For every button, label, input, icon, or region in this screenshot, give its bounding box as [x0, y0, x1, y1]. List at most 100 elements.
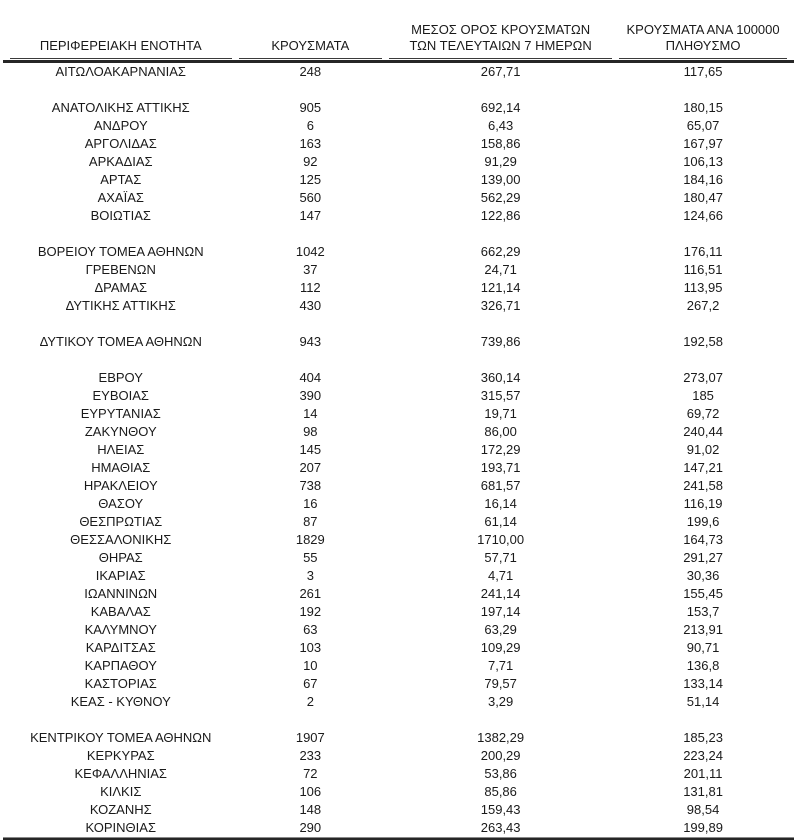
avg-7day-cell: 85,86	[484, 784, 517, 799]
cases-cell: 6	[306, 118, 314, 133]
per-100k-cell: 213,91	[683, 622, 723, 637]
avg-7day-cell: 267,71	[480, 64, 521, 79]
table-row: ΗΜΑΘΙΑΣ 207 193,71 147,21	[10, 459, 787, 477]
avg-7day-cell: 24,71	[484, 262, 517, 277]
table-row: ΚΟΡΙΝΘΙΑΣ 290 263,43 199,89	[10, 819, 787, 837]
per-100k-cell: 131,81	[683, 784, 723, 799]
per-100k-cell: 124,66	[683, 208, 723, 223]
cases-cell: 63	[303, 622, 318, 637]
cases-cell: 207	[299, 460, 322, 475]
cases-cell: 72	[303, 766, 318, 781]
per-100k-cell: 147,21	[683, 460, 723, 475]
avg-7day-cell: 53,86	[484, 766, 517, 781]
region-cell: ΔΡΑΜΑΣ	[94, 280, 148, 295]
avg-7day-cell: 121,14	[480, 280, 521, 295]
table-row: ΑΡΤΑΣ 125 139,00 184,16	[10, 171, 787, 189]
table-row-spacer	[10, 711, 787, 729]
table-row: ΑΧΑΪΑΣ 560 562,29 180,47	[10, 189, 787, 207]
spacer-cell	[10, 225, 787, 243]
region-cell: ΖΑΚΥΝΘΟΥ	[84, 424, 157, 439]
avg-7day-cell: 61,14	[484, 514, 517, 529]
per-100k-cell: 117,65	[683, 64, 723, 79]
cases-cell: 14	[303, 406, 318, 421]
region-cell: ΚΑΛΥΜΝΟΥ	[84, 622, 157, 637]
per-100k-cell: 153,7	[686, 604, 720, 619]
col-header-avg-7day: ΜΕΣΟΣ ΟΡΟΣ ΚΡΟΥΣΜΑΤΩΝ ΤΩΝ ΤΕΛΕΥΤΑΙΩΝ 7 Η…	[389, 0, 613, 59]
cases-cell: 192	[299, 604, 322, 619]
table-row: ΘΗΡΑΣ 55 57,71 291,27	[10, 549, 787, 567]
cases-cell: 560	[299, 190, 322, 205]
table-row: ΚΑΛΥΜΝΟΥ 63 63,29 213,91	[10, 621, 787, 639]
region-cell: ΒΟΙΩΤΙΑΣ	[90, 208, 151, 223]
region-cell: ΘΑΣΟΥ	[98, 496, 144, 511]
table-row: ΕΥΒΟΙΑΣ 390 315,57 185	[10, 387, 787, 405]
region-cell: ΔΥΤΙΚΗΣ ΑΤΤΙΚΗΣ	[65, 298, 176, 313]
cases-cell: 148	[299, 802, 322, 817]
avg-7day-cell: 241,14	[480, 586, 521, 601]
table-row: ΚΕΦΑΛΛΗΝΙΑΣ 72 53,86 201,11	[10, 765, 787, 783]
avg-7day-cell: 263,43	[480, 820, 521, 835]
per-100k-cell: 90,71	[686, 640, 720, 655]
avg-7day-cell: 200,29	[480, 748, 521, 763]
per-100k-cell: 113,95	[683, 280, 723, 295]
avg-7day-cell: 4,71	[487, 568, 514, 583]
region-cell: ΑΡΓΟΛΙΔΑΣ	[84, 136, 157, 151]
avg-7day-cell: 19,71	[484, 406, 517, 421]
per-100k-cell: 65,07	[686, 118, 720, 133]
cases-cell: 2	[306, 694, 314, 709]
per-100k-cell: 267,2	[686, 298, 720, 313]
table-row: ΚΕΑΣ - ΚΥΘΝΟΥ 2 3,29 51,14	[10, 693, 787, 711]
region-cell: ΚΕΑΣ - ΚΥΘΝΟΥ	[70, 694, 171, 709]
avg-7day-cell: 159,43	[480, 802, 521, 817]
table-row: ΑΡΚΑΔΙΑΣ 92 91,29 106,13	[10, 153, 787, 171]
cases-cell: 145	[299, 442, 322, 457]
per-100k-cell: 116,51	[683, 262, 723, 277]
cases-cell: 404	[299, 370, 322, 385]
header-rule	[3, 60, 794, 63]
region-cell: ΕΥΡΥΤΑΝΙΑΣ	[80, 406, 161, 421]
avg-7day-cell: 739,86	[480, 334, 521, 349]
per-100k-cell: 185,23	[683, 730, 723, 745]
region-cell: ΓΡΕΒΕΝΩΝ	[85, 262, 156, 277]
region-cell: ΚΟΡΙΝΘΙΑΣ	[85, 820, 156, 835]
avg-7day-cell: 193,71	[480, 460, 521, 475]
table-row-spacer	[10, 81, 787, 99]
table-row: ΔΡΑΜΑΣ 112 121,14 113,95	[10, 279, 787, 297]
cases-table-body: ΑΙΤΩΛΟΑΚΑΡΝΑΝΙΑΣ 248 267,71 117,65 ΑΝΑΤΟΛΙΚ…	[3, 63, 794, 837]
spacer-cell	[10, 711, 787, 729]
cases-cell: 37	[303, 262, 318, 277]
cases-cell: 1829	[295, 532, 325, 547]
region-cell: ΚΑΡΠΑΘΟΥ	[84, 658, 157, 673]
cases-cell: 67	[303, 676, 318, 691]
cases-cell: 87	[303, 514, 318, 529]
avg-7day-cell: 1382,29	[477, 730, 525, 745]
region-cell: ΑΝΑΤΟΛΙΚΗΣ ΑΤΤΙΚΗΣ	[51, 100, 190, 115]
cases-cell: 943	[299, 334, 322, 349]
cases-cell: 1907	[295, 730, 325, 745]
table-row: ΔΥΤΙΚΗΣ ΑΤΤΙΚΗΣ 430 326,71 267,2	[10, 297, 787, 315]
avg-7day-cell: 681,57	[480, 478, 521, 493]
per-100k-cell: 192,58	[683, 334, 723, 349]
table-row: ΚΑΣΤΟΡΙΑΣ 67 79,57 133,14	[10, 675, 787, 693]
region-cell: ΚΙΛΚΙΣ	[100, 784, 142, 799]
per-100k-cell: 180,15	[683, 100, 723, 115]
region-cell: ΘΗΡΑΣ	[98, 550, 143, 565]
table-row: ΗΛΕΙΑΣ 145 172,29 91,02	[10, 441, 787, 459]
region-cell: ΚΟΖΑΝΗΣ	[89, 802, 152, 817]
per-100k-cell: 116,19	[683, 496, 723, 511]
region-cell: ΑΡΚΑΔΙΑΣ	[88, 154, 153, 169]
table-row: ΑΡΓΟΛΙΔΑΣ 163 158,86 167,97	[10, 135, 787, 153]
avg-7day-cell: 1710,00	[477, 532, 525, 547]
table-row: ΕΥΡΥΤΑΝΙΑΣ 14 19,71 69,72	[10, 405, 787, 423]
region-cell: ΑΝΔΡΟΥ	[93, 118, 148, 133]
avg-7day-cell: 63,29	[484, 622, 517, 637]
region-cell: ΕΥΒΟΙΑΣ	[92, 388, 149, 403]
table-row: ΒΟΙΩΤΙΑΣ 147 122,86 124,66	[10, 207, 787, 225]
table-row: ΓΡΕΒΕΝΩΝ 37 24,71 116,51	[10, 261, 787, 279]
avg-7day-cell: 109,29	[480, 640, 521, 655]
region-cell: ΚΑΣΤΟΡΙΑΣ	[84, 676, 157, 691]
region-cell: ΚΑΡΔΙΤΣΑΣ	[85, 640, 156, 655]
table-row: ΑΙΤΩΛΟΑΚΑΡΝΑΝΙΑΣ 248 267,71 117,65	[10, 63, 787, 81]
cases-cell: 10	[303, 658, 318, 673]
